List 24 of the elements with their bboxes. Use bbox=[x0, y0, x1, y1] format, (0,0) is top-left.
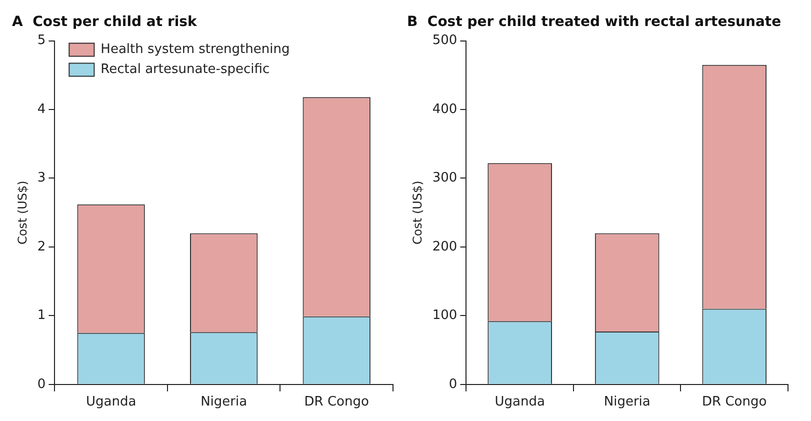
y-tick-label: 2 bbox=[37, 239, 46, 254]
x-tick-label: DR Congo bbox=[702, 394, 767, 410]
chart-title: B Cost per child treated with rectal artesunate bbox=[407, 14, 782, 30]
y-tick-label: 5 bbox=[37, 33, 46, 48]
y-tick-label: 1 bbox=[37, 308, 46, 324]
y-axis-title: Cost (US$) bbox=[410, 180, 424, 245]
x-tick-label: Nigeria bbox=[604, 394, 650, 410]
x-tick-label: Nigeria bbox=[200, 394, 248, 410]
chart-title: A Cost per child at risk bbox=[12, 14, 198, 30]
legend-label: Health system strengthening bbox=[100, 42, 290, 58]
y-tick-label: 0 bbox=[448, 376, 458, 392]
x-tick-label: Uganda bbox=[494, 394, 545, 410]
y-axis-title: Cost (US$) bbox=[15, 180, 30, 245]
y-tick-label: 4 bbox=[37, 102, 46, 117]
x-tick-label: DR Congo bbox=[304, 394, 369, 410]
y-tick-label: 400 bbox=[432, 102, 458, 117]
y-tick-label: 300 bbox=[432, 170, 458, 186]
y-tick-label: 0 bbox=[37, 376, 46, 392]
x-tick-label: Uganda bbox=[86, 394, 136, 410]
y-tick-label: 500 bbox=[432, 33, 458, 48]
y-tick-label: 100 bbox=[432, 308, 458, 324]
legend-label: Rectal artesunate-specific bbox=[100, 62, 270, 78]
y-tick-label: 200 bbox=[432, 239, 458, 254]
y-tick-label: 3 bbox=[37, 170, 46, 186]
